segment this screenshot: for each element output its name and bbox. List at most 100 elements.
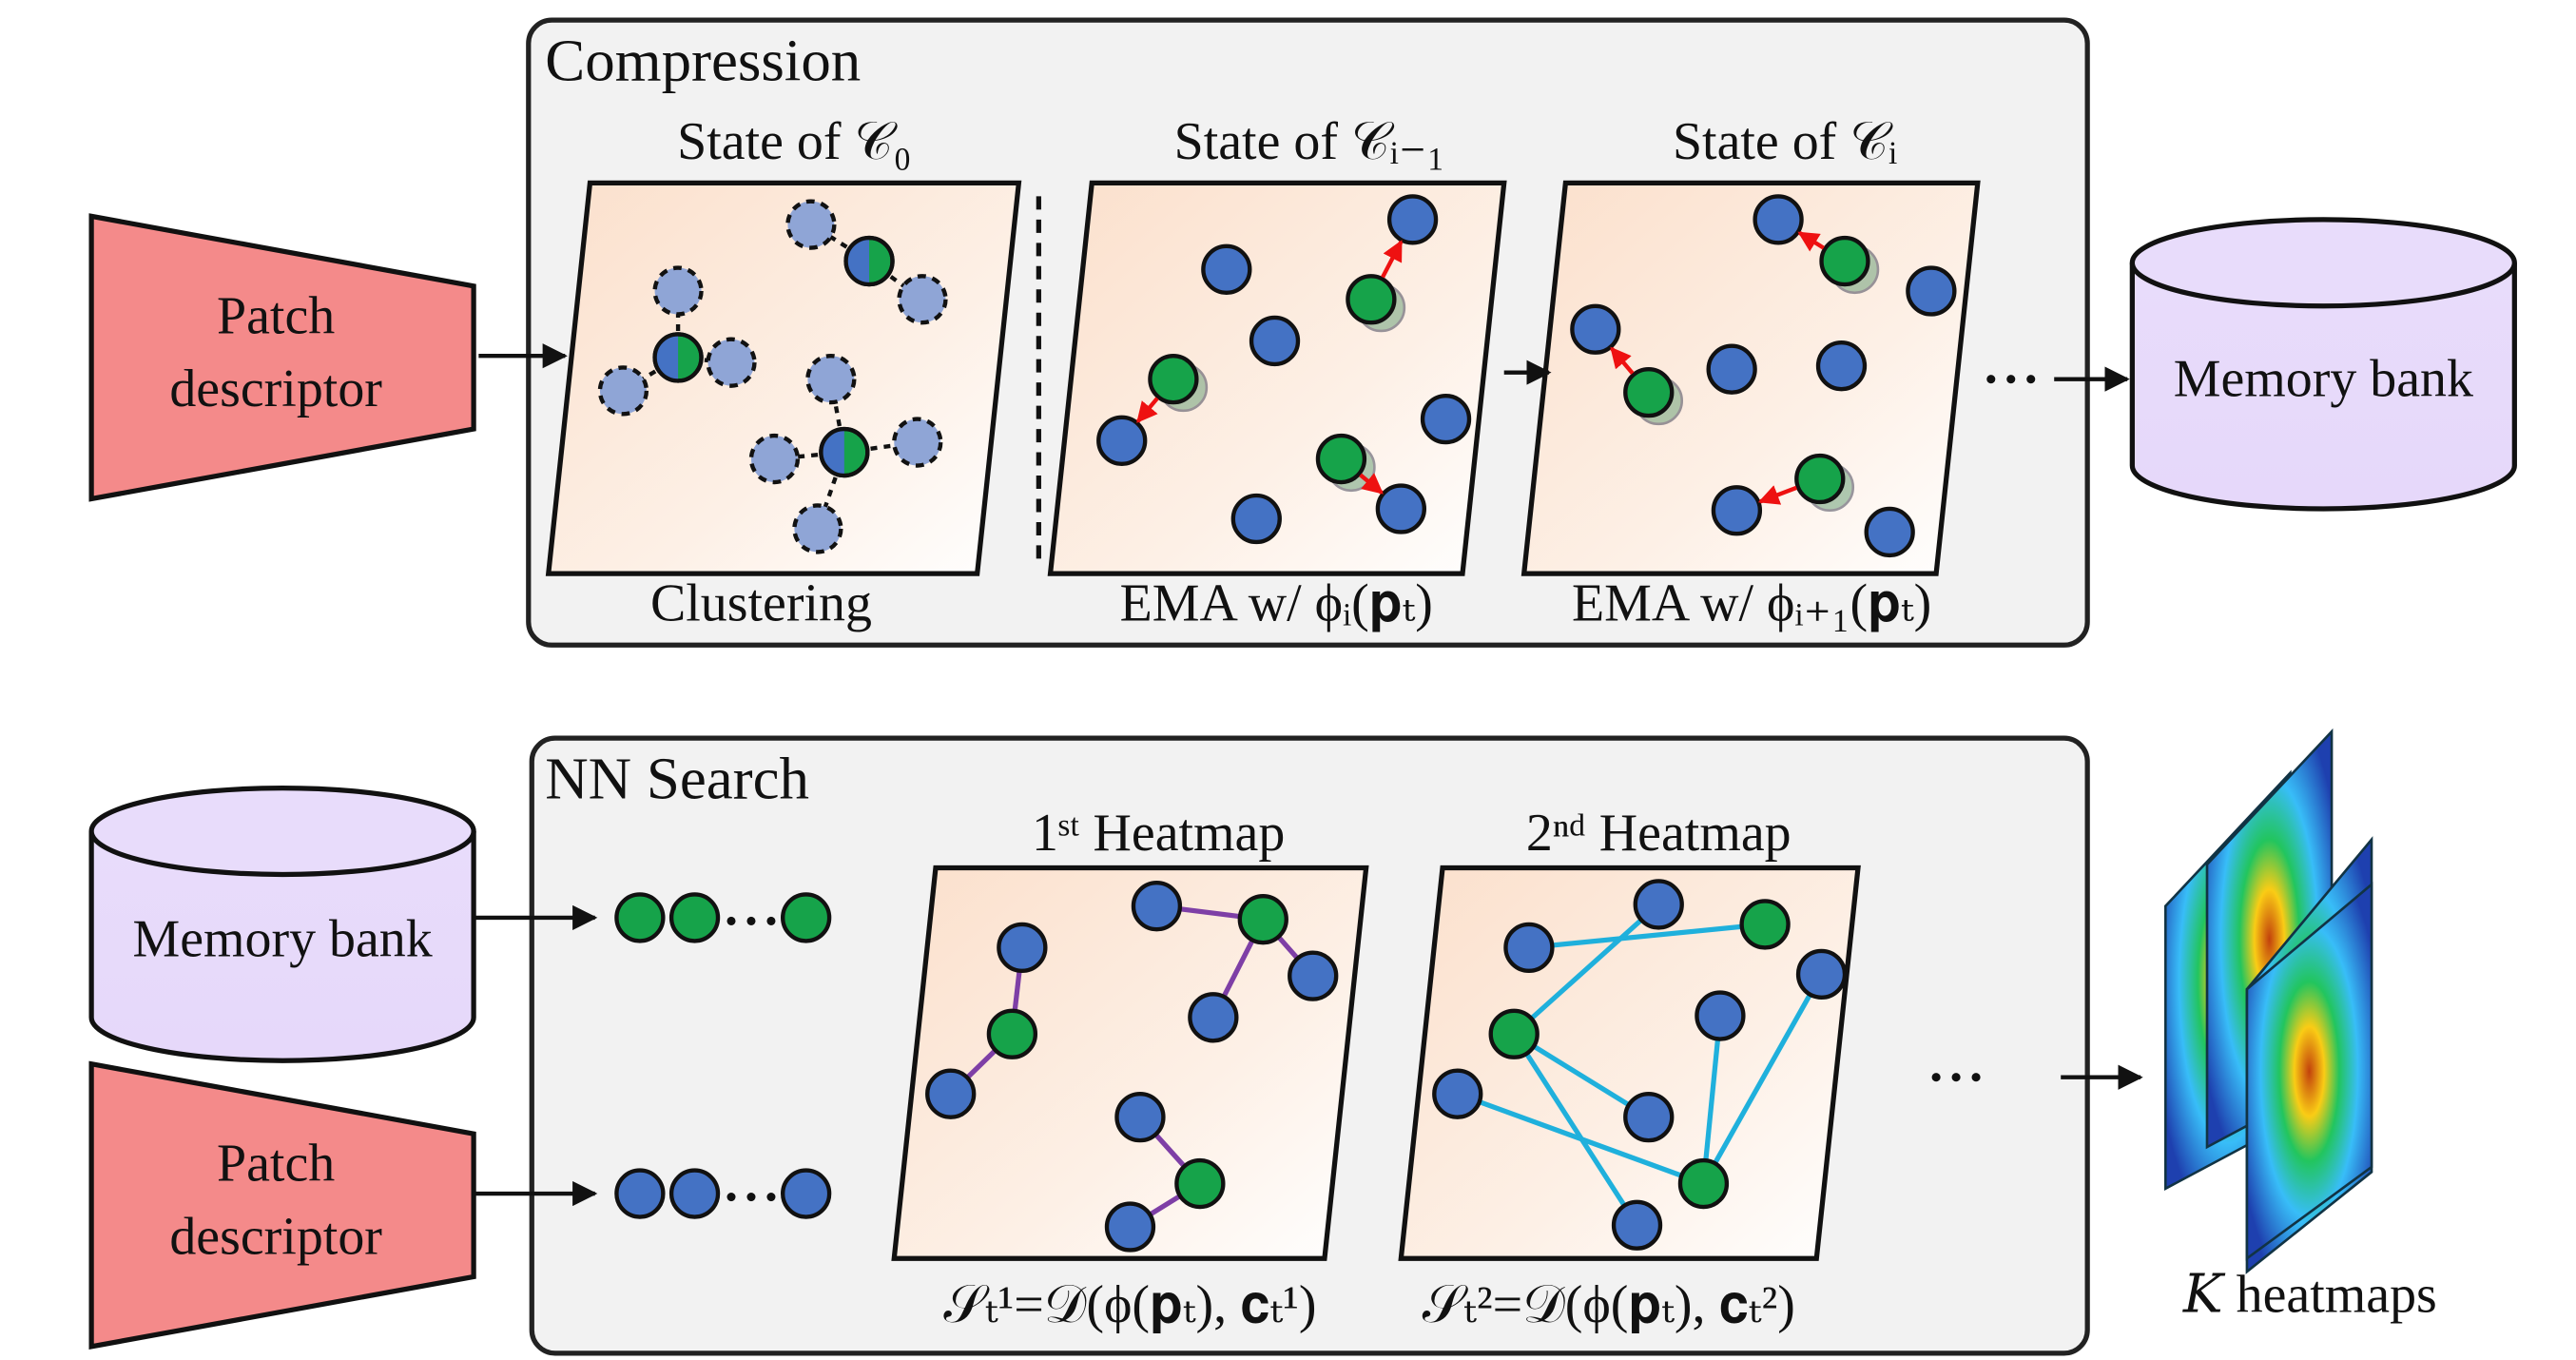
section-title: Compression [545, 28, 861, 94]
ellipsis-dot [726, 916, 736, 925]
memory-node [997, 922, 1048, 974]
updated-node [1819, 235, 1870, 287]
query-node [1739, 899, 1791, 950]
memory-node [1104, 1201, 1156, 1253]
panel-label: State of 𝒞₀ [677, 112, 912, 171]
memory-node [1623, 1092, 1675, 1143]
edge [1701, 973, 1824, 1185]
edge [1511, 1032, 1639, 1227]
feature-node [614, 892, 666, 943]
patch-descriptor [88, 213, 476, 502]
query-node [986, 1008, 1038, 1059]
panel-label: State of 𝒞ᵢ₋₁ [1174, 112, 1445, 171]
update-arrow [1797, 230, 1825, 252]
memory-bank [88, 831, 476, 1063]
memory-bank [2129, 262, 2517, 512]
memory-node [1114, 1092, 1166, 1143]
member-node [597, 365, 649, 417]
updated-node [1315, 433, 1367, 485]
patch-descriptor [88, 1060, 476, 1350]
updated-node [1623, 366, 1675, 418]
memory-node [925, 1068, 977, 1119]
memory-node [1386, 194, 1439, 245]
member-node [748, 433, 801, 485]
member-node [792, 503, 843, 554]
memory-node [1096, 415, 1148, 466]
panel-formula: 𝒮ₜ²=𝒟(ϕ(𝐩ₜ), 𝐜ₜ²) [1423, 1275, 1795, 1334]
memory-node [1131, 881, 1183, 932]
update-arrow [1359, 473, 1384, 495]
state-panel [891, 865, 1369, 1261]
ellipsis-dot [766, 1193, 776, 1202]
memory-node [1230, 493, 1282, 545]
panel-caption: Clustering [650, 574, 872, 633]
panel-label: State of 𝒞ᵢ [1673, 112, 1897, 171]
memory-node [1633, 879, 1684, 930]
member-node [897, 274, 948, 325]
output-label: 𝐾 heatmaps [2182, 1266, 2437, 1325]
ellipsis-dot [746, 916, 756, 925]
memory-node [1795, 948, 1848, 1001]
updated-node [1346, 274, 1397, 325]
member-node [785, 199, 837, 250]
update-arrow [1610, 346, 1635, 375]
ellipsis-dot [1951, 1073, 1961, 1082]
edge [1456, 1091, 1705, 1187]
ellipsis-dot [766, 916, 776, 925]
memory-node [1288, 950, 1339, 1001]
ellipsis-dot [1986, 375, 1996, 384]
member-node [805, 354, 857, 405]
memory-bank-top [88, 785, 476, 878]
update-arrow [1135, 397, 1159, 423]
memory-node [1570, 303, 1621, 355]
memory-node [1375, 483, 1426, 534]
edge [1512, 1032, 1651, 1119]
ellipsis-dot [2006, 375, 2016, 384]
feature-node [668, 892, 721, 943]
edge [1528, 922, 1766, 950]
memory-node [1503, 922, 1555, 974]
patch-descriptor-label: descriptor [169, 359, 382, 418]
member-node [892, 417, 943, 468]
ellipsis-dot [746, 1193, 756, 1202]
edge [1512, 902, 1660, 1037]
feature-node [781, 892, 832, 943]
centroid-outline [819, 426, 870, 478]
memory-bank-label: Memory bank [133, 910, 433, 969]
memory-node [1188, 992, 1239, 1043]
memory-node [1695, 990, 1746, 1041]
centroid-half [821, 429, 844, 476]
panel-caption: EMA w/ ϕᵢ₊₁(𝐩ₜ) [1572, 574, 1931, 633]
memory-node [1201, 243, 1252, 295]
feature-node [781, 1168, 832, 1219]
centroid-half [654, 334, 679, 381]
patch-descriptor-label: descriptor [169, 1208, 382, 1267]
panel-label: 1ˢᵗ Heatmap [1032, 804, 1285, 863]
ellipsis-dot [1931, 1073, 1941, 1082]
memory-node [1432, 1068, 1483, 1119]
updated-node [1148, 354, 1199, 405]
memory-node [1711, 485, 1763, 536]
query-node [1237, 894, 1288, 945]
query-node [1677, 1157, 1730, 1210]
feature-node [614, 1168, 666, 1219]
memory-node [1611, 1199, 1663, 1251]
ellipsis-dot [726, 1193, 736, 1202]
patch-descriptor-label: Patch [217, 286, 335, 345]
panel-formula: 𝒮ₜ¹=𝒟(ϕ(𝐩ₜ), 𝐜ₜ¹) [943, 1275, 1316, 1334]
memory-node [1815, 340, 1868, 392]
memory-node [1420, 393, 1472, 445]
memory-node [1706, 343, 1757, 395]
panel-caption: EMA w/ ϕᵢ(𝐩ₜ) [1120, 574, 1433, 633]
ellipsis-dot [1971, 1073, 1981, 1082]
centroid-outline [652, 332, 704, 383]
update-arrow [1757, 485, 1798, 505]
memory-node [1753, 194, 1804, 245]
section-title: NN Search [545, 746, 809, 812]
query-node [1174, 1157, 1226, 1210]
ellipsis-dot [2026, 375, 2036, 384]
updated-node [1794, 453, 1846, 505]
memory-bank-label: Memory bank [2174, 350, 2473, 409]
